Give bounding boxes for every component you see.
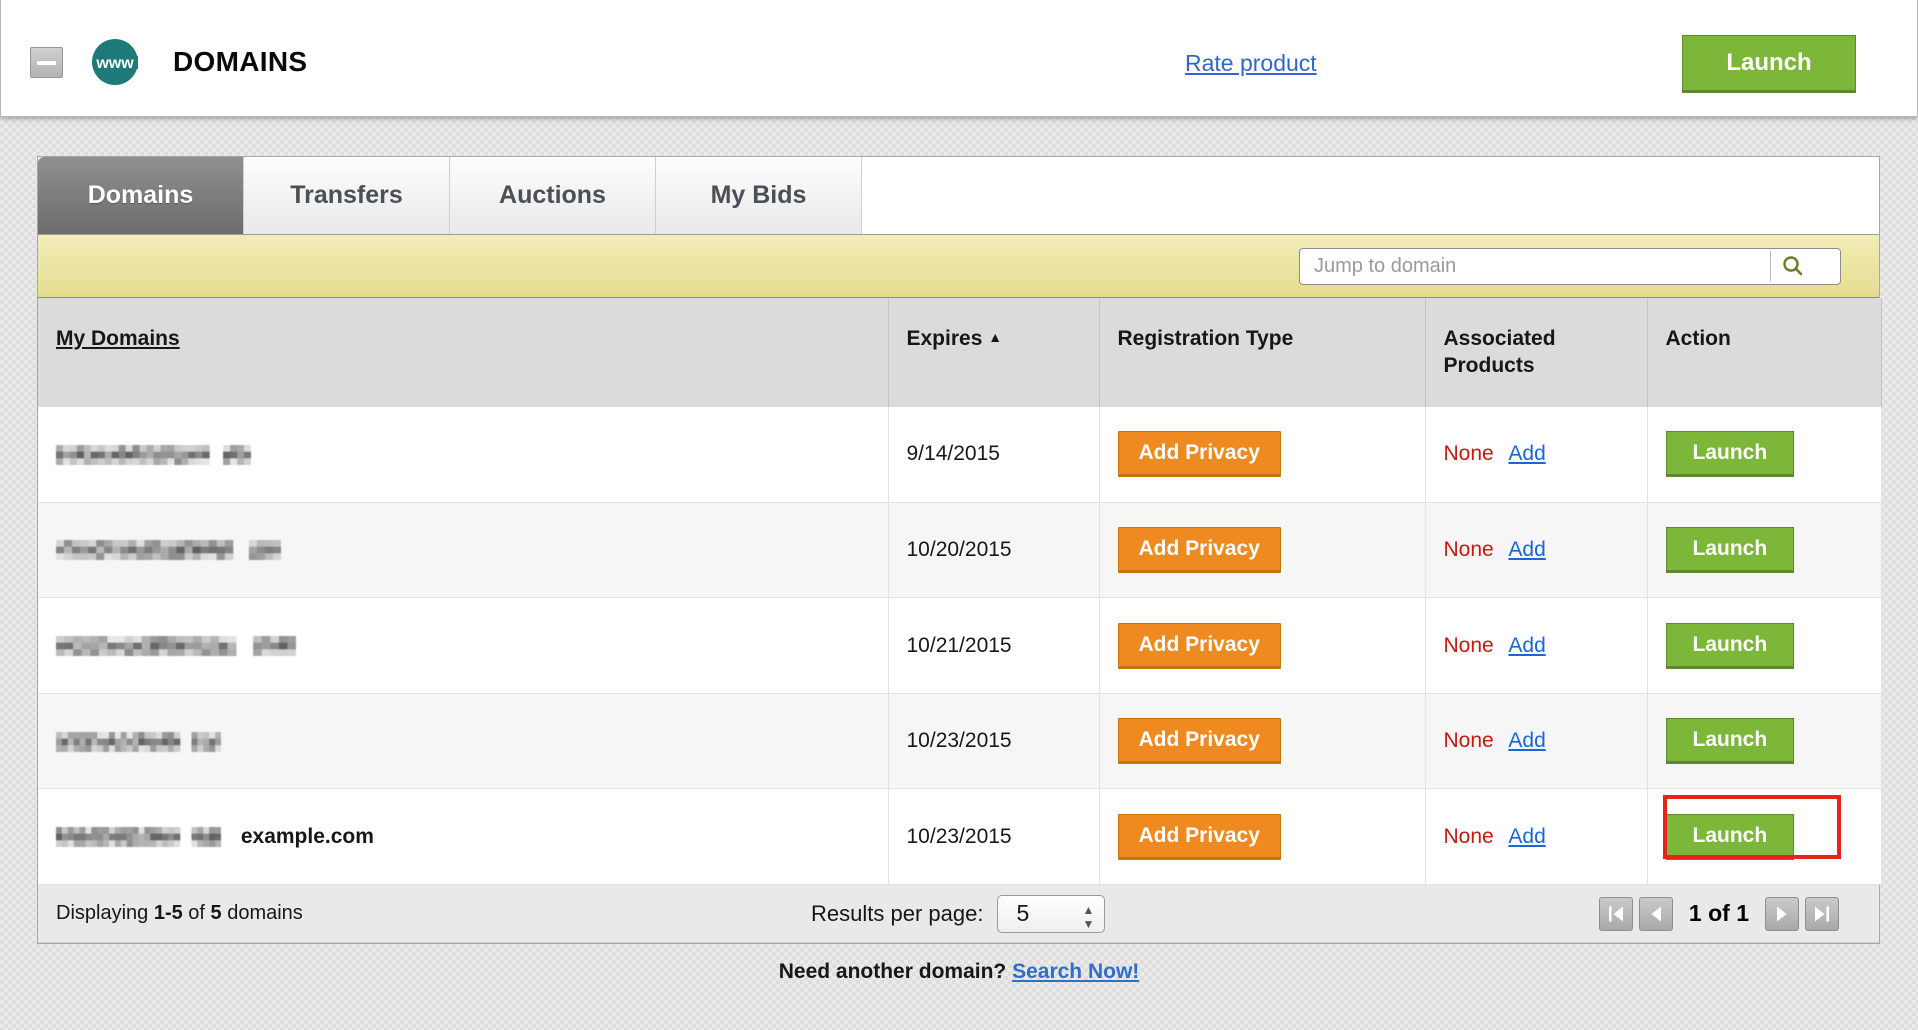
svg-text:www: www [95, 55, 134, 72]
